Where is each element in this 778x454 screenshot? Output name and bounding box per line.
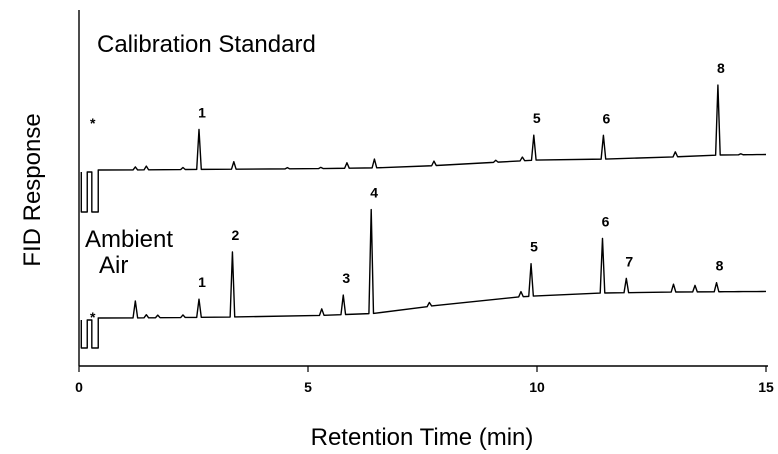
trace-title: Air bbox=[99, 252, 128, 279]
peak-label: 1 bbox=[198, 104, 206, 120]
peak-label: 2 bbox=[232, 227, 240, 243]
x-axis-title: Retention Time (min) bbox=[311, 424, 534, 451]
peak-label: 5 bbox=[533, 110, 541, 126]
injection-marker: * bbox=[90, 309, 96, 325]
trace-line bbox=[80, 84, 767, 213]
annotations-layer: 1 5 6 8 * Calibration Standard 1 2 3 4 5 6 7 8 * Ambien… bbox=[85, 31, 725, 325]
peak-label: 6 bbox=[602, 213, 610, 229]
peak-label: 8 bbox=[716, 258, 724, 274]
x-tick-label: 5 bbox=[304, 379, 312, 395]
x-tick-label: 0 bbox=[75, 379, 83, 395]
peak-label: 1 bbox=[198, 274, 206, 290]
injection-marker: * bbox=[90, 115, 96, 131]
trace-title: Ambient bbox=[85, 226, 173, 253]
traces-layer bbox=[80, 84, 767, 349]
trace-line bbox=[80, 208, 767, 349]
y-axis-title: FID Response bbox=[19, 113, 46, 266]
peak-label: 4 bbox=[370, 185, 378, 201]
peak-label: 6 bbox=[603, 110, 611, 126]
trace-title: Calibration Standard bbox=[97, 31, 316, 58]
peak-label: 8 bbox=[717, 60, 725, 76]
x-tick-label: 15 bbox=[758, 379, 774, 395]
peak-label: 7 bbox=[625, 253, 633, 269]
x-axis-ticks: 0 5 10 15 bbox=[75, 366, 774, 395]
peak-label: 5 bbox=[530, 239, 538, 255]
peak-label: 3 bbox=[342, 270, 350, 286]
x-tick-label: 10 bbox=[529, 379, 545, 395]
